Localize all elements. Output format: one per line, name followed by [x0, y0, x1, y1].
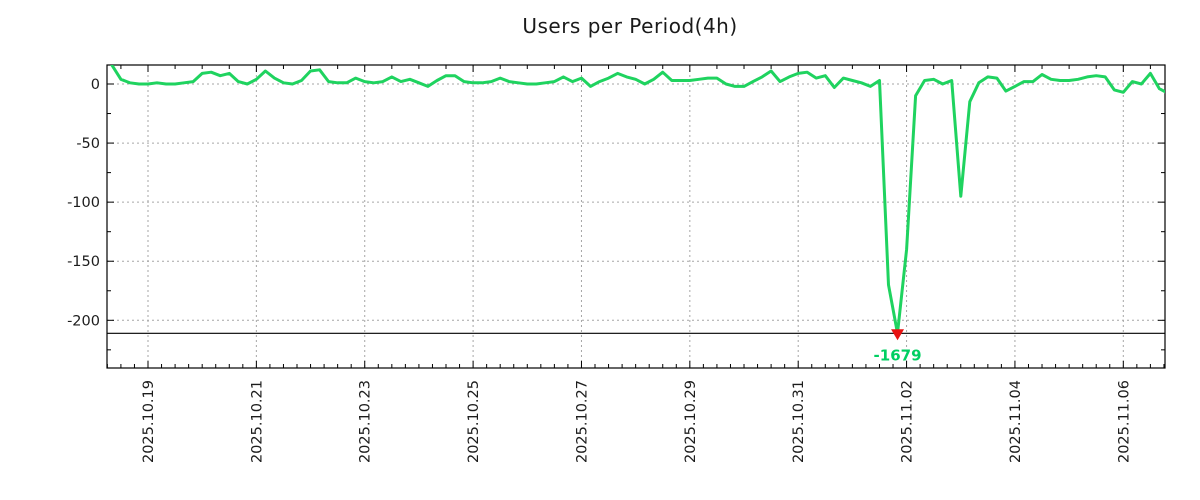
x-axis-tick-label: 2025.10.29	[683, 380, 699, 463]
chart-title: Users per Period(4h)	[522, 14, 738, 38]
series-line	[110, 65, 1165, 335]
x-axis-tick-label: 2025.10.21	[249, 380, 265, 463]
x-axis-tick-label: 2025.11.04	[1008, 380, 1024, 463]
min-marker-icon	[891, 329, 905, 341]
x-axis-tick-label: 2025.11.06	[1116, 380, 1132, 463]
x-axis-tick-label: 2025.10.31	[791, 380, 807, 463]
plot-border	[106, 64, 1166, 369]
y-axis-tick-label: -50	[76, 136, 100, 152]
x-axis-tick-label: 2025.10.25	[466, 380, 482, 463]
x-axis-tick-label: 2025.11.02	[900, 380, 916, 463]
x-axis-tick-label: 2025.10.19	[141, 380, 157, 463]
x-axis-tick-label: 2025.10.23	[358, 380, 374, 463]
min-value-label: -1679	[874, 346, 922, 364]
y-axis-tick-label: -200	[67, 313, 100, 329]
y-axis-tick-label: -150	[67, 254, 100, 270]
y-axis-tick-label: 0	[91, 77, 100, 93]
y-axis-tick-label: -100	[67, 195, 100, 211]
x-axis-tick-label: 2025.10.27	[574, 380, 590, 463]
